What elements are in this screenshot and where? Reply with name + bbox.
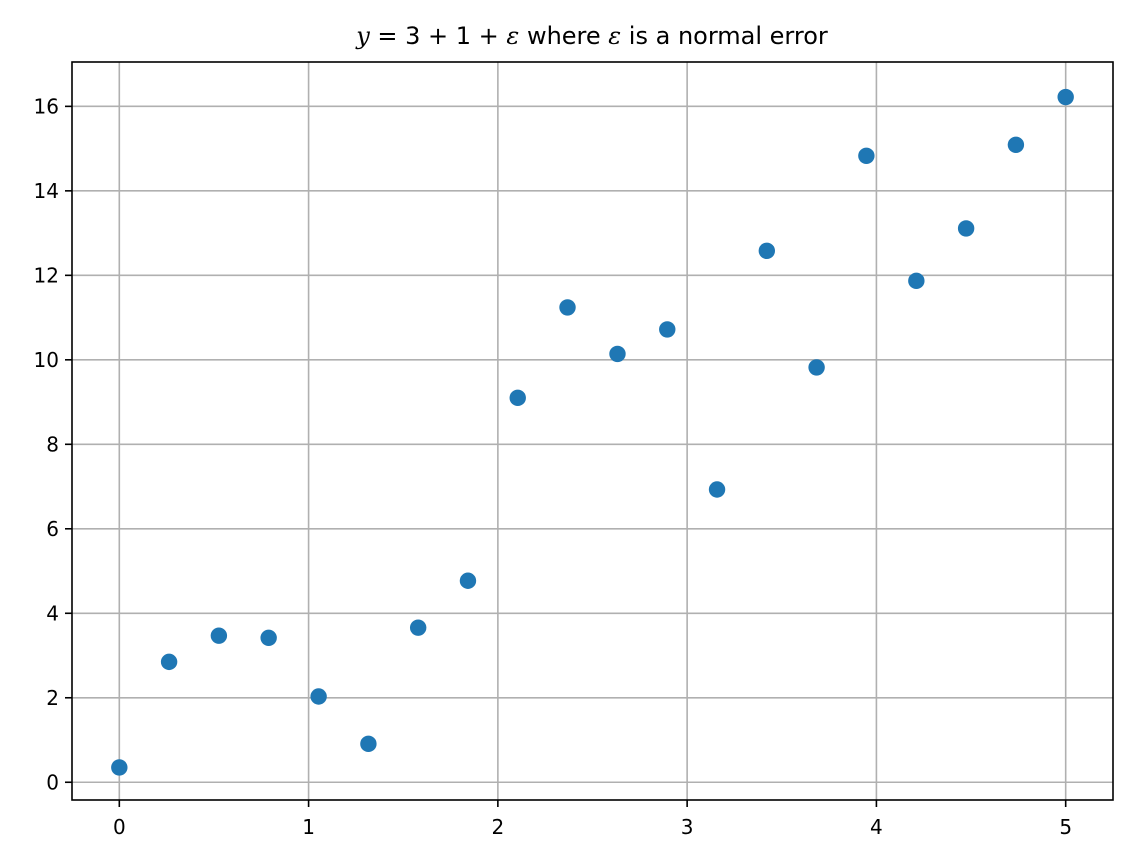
data-points [111,88,1074,776]
data-point [509,389,526,407]
y-tick-label: 0 [46,770,59,794]
title-math-equation: = 3 + 1 + [370,22,507,50]
y-tick-label: 14 [34,179,59,203]
data-point [111,759,128,776]
data-point [808,359,825,376]
data-point [559,299,576,316]
x-axis-ticks: 0 1 2 3 4 5 [113,800,1072,839]
data-point [260,629,277,646]
data-point [210,627,228,644]
y-tick-label: 4 [46,601,59,625]
data-point [858,147,875,164]
y-tick-label: 16 [34,94,59,118]
plot-frame [71,61,1114,801]
title-math-epsilon: ε [506,22,519,50]
y-tick-label: 8 [46,432,59,456]
y-tick-label: 10 [34,348,59,372]
data-point [1007,136,1025,153]
data-point [758,242,776,260]
data-point [459,572,477,589]
title-math-epsilon-2: ε [608,22,621,50]
y-axis-ticks: 0 2 4 6 8 10 12 14 16 [34,94,72,794]
chart-title: y = 3 + 1 + ε where ε is a normal error [355,22,828,50]
x-tick-label: 5 [1059,815,1072,839]
x-tick-label: 3 [681,815,694,839]
x-tick-label: 1 [302,815,315,839]
data-point [310,688,327,705]
x-tick-label: 2 [491,815,504,839]
data-point [360,735,377,753]
y-tick-label: 2 [46,686,59,710]
data-point [609,345,626,363]
data-point [957,220,975,237]
title-text-normal-error: is a normal error [621,22,828,50]
y-tick-label: 12 [34,263,59,287]
x-tick-label: 4 [870,815,883,839]
title-text-where: where [519,22,608,50]
data-point [659,321,676,338]
data-point [1057,88,1074,106]
data-point [908,272,925,290]
data-point [708,481,726,498]
data-point [160,653,178,671]
x-tick-label: 0 [113,815,126,839]
grid-lines [72,62,1113,800]
title-math-y: y [355,22,370,50]
y-tick-label: 6 [46,517,59,541]
data-point [409,619,427,636]
